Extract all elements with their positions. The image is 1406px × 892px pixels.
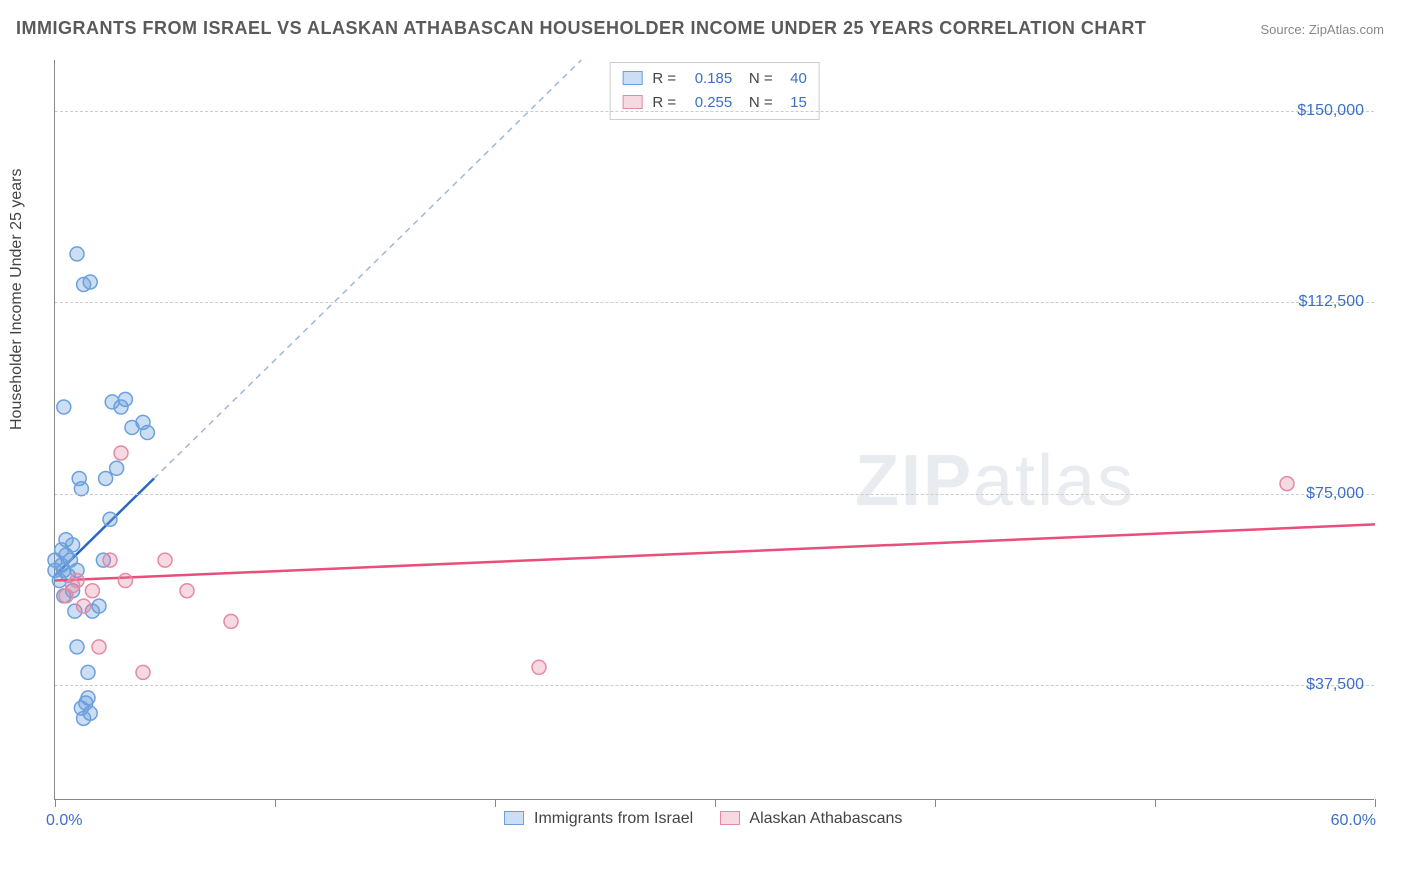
series-legend: Immigrants from Israel Alaskan Athabasca… xyxy=(0,810,1406,828)
x-tick xyxy=(275,799,276,807)
x-tick xyxy=(495,799,496,807)
source-attribution: Source: ZipAtlas.com xyxy=(1260,22,1384,37)
r-value: 0.185 xyxy=(680,67,732,91)
gridline xyxy=(55,685,1374,686)
y-tick-label: $112,500 xyxy=(1298,293,1364,311)
x-tick xyxy=(55,799,56,807)
chart-plot-area: ZIPatlas R = 0.185 N = 40 R = 0.255 N = … xyxy=(54,60,1374,800)
n-label: N = xyxy=(749,70,773,87)
legend-swatch xyxy=(720,811,740,825)
x-tick xyxy=(1375,799,1376,807)
legend-label: Alaskan Athabascans xyxy=(749,810,902,827)
y-tick-label: $75,000 xyxy=(1306,485,1364,503)
y-tick-label: $150,000 xyxy=(1297,102,1364,120)
legend-swatch xyxy=(622,95,642,109)
legend-swatch xyxy=(504,811,524,825)
y-axis-label: Householder Income Under 25 years xyxy=(8,169,26,430)
gridline xyxy=(55,111,1374,112)
x-tick xyxy=(935,799,936,807)
legend-label: Immigrants from Israel xyxy=(534,810,693,827)
gridline xyxy=(55,302,1374,303)
gridline xyxy=(55,494,1374,495)
r-label: R = xyxy=(652,70,676,87)
x-tick xyxy=(715,799,716,807)
n-value: 40 xyxy=(777,67,807,91)
r-label: R = xyxy=(652,94,676,111)
y-tick-label: $37,500 xyxy=(1306,676,1364,694)
legend-swatch xyxy=(622,71,642,85)
x-tick xyxy=(1155,799,1156,807)
chart-svg xyxy=(55,60,1374,799)
chart-title: IMMIGRANTS FROM ISRAEL VS ALASKAN ATHABA… xyxy=(16,18,1146,39)
legend-row: R = 0.185 N = 40 xyxy=(622,67,807,91)
n-label: N = xyxy=(749,94,773,111)
